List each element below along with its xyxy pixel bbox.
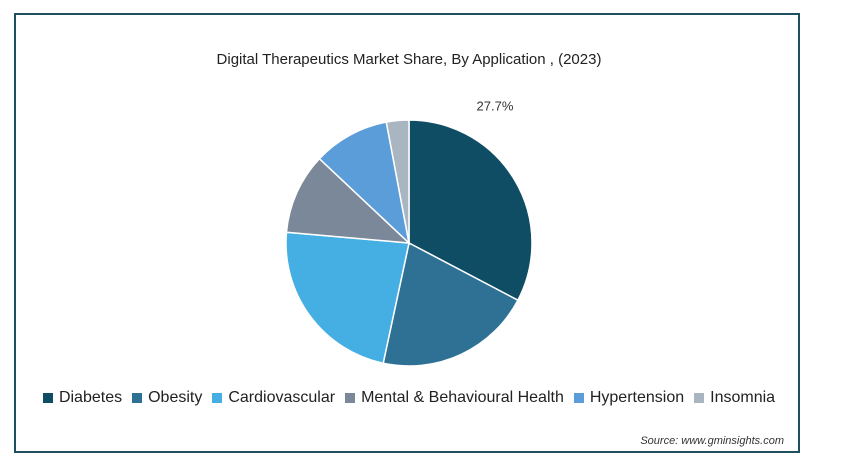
legend-swatch bbox=[694, 393, 705, 403]
chart-frame: Digital Therapeutics Market Share, By Ap… bbox=[14, 13, 800, 453]
legend-swatch bbox=[573, 393, 584, 403]
legend-swatch bbox=[42, 393, 53, 403]
legend-label: Obesity bbox=[148, 389, 203, 406]
data-label: 27.7% bbox=[477, 98, 514, 113]
source-note: Source: www.gminsights.com bbox=[640, 435, 784, 447]
legend-item: Insomnia bbox=[694, 389, 775, 407]
pie-slice-obesity bbox=[382, 241, 519, 367]
legend-swatch bbox=[212, 393, 223, 403]
pie-slice-diabetes bbox=[408, 119, 533, 302]
legend-label: Diabetes bbox=[58, 389, 123, 406]
pie-chart: 27.7% bbox=[285, 98, 533, 367]
legend-swatch bbox=[132, 393, 143, 403]
legend-item: Mental & Behavioural Health bbox=[345, 389, 564, 407]
legend-item: Diabetes bbox=[42, 389, 123, 407]
legend: Diabetes Obesity Cardiovascular Mental & Be… bbox=[16, 389, 802, 407]
legend-label: Cardiovascular bbox=[228, 389, 336, 406]
legend-label: Insomnia bbox=[710, 389, 776, 406]
legend-label: Mental & Behavioural Health bbox=[361, 389, 564, 406]
legend-swatch bbox=[345, 393, 356, 403]
legend-item: Obesity bbox=[132, 389, 202, 407]
pie-slice-cardiovascular bbox=[285, 231, 410, 365]
pie-slice-insomnia bbox=[385, 119, 410, 244]
pie-slice-mental-behavioural-health bbox=[285, 157, 412, 244]
legend-item: Hypertension bbox=[573, 389, 685, 407]
legend-label: Hypertension bbox=[589, 389, 685, 406]
legend-item: Cardiovascular bbox=[212, 389, 335, 407]
chart-title: Digital Therapeutics Market Share, By Ap… bbox=[216, 51, 602, 68]
pie-slice-hypertension bbox=[318, 121, 411, 246]
